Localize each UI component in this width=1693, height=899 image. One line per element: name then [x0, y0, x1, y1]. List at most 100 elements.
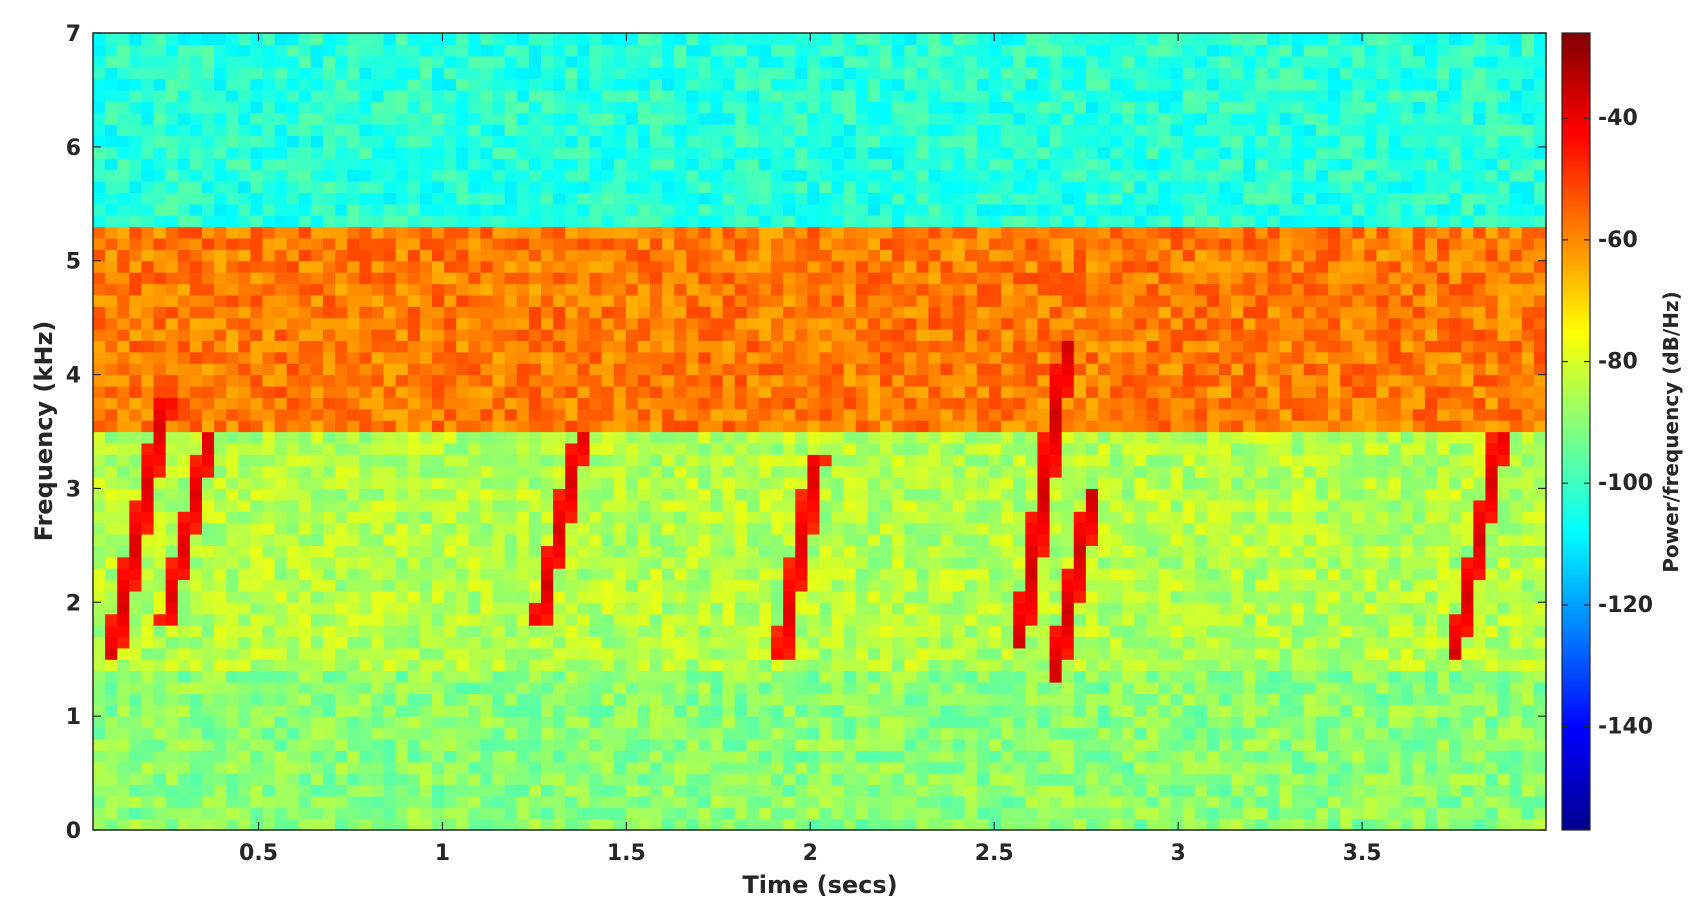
heatmap-cell — [758, 807, 772, 820]
heatmap-cell — [1146, 385, 1160, 398]
heatmap-cell — [286, 613, 300, 626]
heatmap-cell — [238, 647, 252, 660]
heatmap-cell — [468, 693, 482, 706]
heatmap-cell — [686, 454, 700, 467]
heatmap-cell — [298, 533, 312, 546]
heatmap-cell — [1158, 818, 1172, 831]
heatmap-cell — [286, 431, 300, 444]
heatmap-cell — [601, 522, 615, 535]
heatmap-cell — [1473, 659, 1487, 672]
heatmap-cell — [1037, 636, 1051, 649]
heatmap-cell — [1243, 488, 1256, 501]
heatmap-cell — [674, 522, 687, 535]
heatmap-cell — [1061, 818, 1075, 831]
heatmap-cell — [347, 397, 360, 410]
heatmap-cell — [698, 511, 712, 524]
heatmap-cell — [492, 568, 506, 581]
heatmap-cell — [1328, 545, 1341, 558]
heatmap-cell — [1037, 659, 1051, 672]
heatmap-cell — [407, 659, 421, 672]
heatmap-cell — [553, 522, 566, 535]
heatmap-cell — [105, 602, 118, 615]
heatmap-cell — [1170, 465, 1184, 478]
heatmap-cell — [371, 602, 385, 615]
heatmap-cell — [1497, 533, 1511, 546]
heatmap-cell — [371, 625, 385, 638]
heatmap-cell — [565, 590, 578, 603]
heatmap-cell — [1194, 750, 1208, 763]
heatmap-cell — [201, 795, 215, 808]
heatmap-cell — [541, 568, 554, 581]
heatmap-cell — [1315, 704, 1329, 717]
heatmap-cell — [105, 738, 118, 751]
heatmap-cell — [323, 533, 336, 546]
heatmap-cell — [746, 716, 760, 729]
heatmap-cell — [649, 602, 663, 615]
heatmap-cell — [444, 602, 457, 615]
heatmap-cell — [746, 351, 760, 364]
heatmap-cell — [649, 716, 663, 729]
heatmap-cell — [274, 477, 288, 490]
heatmap-cell — [1376, 488, 1390, 501]
heatmap-cell — [117, 773, 130, 786]
heatmap-cell — [771, 522, 784, 535]
heatmap-cell — [1231, 408, 1244, 421]
heatmap-cell — [1437, 511, 1450, 524]
heatmap-cell — [1219, 659, 1232, 672]
heatmap-cell — [734, 647, 748, 660]
heatmap-cell — [153, 590, 167, 603]
heatmap-cell — [298, 522, 312, 535]
heatmap-cell — [1170, 602, 1184, 615]
heatmap-cell — [1206, 385, 1220, 398]
heatmap-cell — [1013, 704, 1026, 717]
heatmap-cell — [165, 784, 179, 797]
heatmap-cell — [1461, 636, 1474, 649]
heatmap-cell — [1485, 488, 1499, 501]
heatmap-cell — [432, 727, 445, 740]
heatmap-cell — [1243, 647, 1256, 660]
heatmap-cell — [1243, 420, 1256, 433]
heatmap-cell — [335, 636, 348, 649]
heatmap-cell — [541, 716, 554, 729]
heatmap-cell — [928, 738, 942, 751]
heatmap-cell — [492, 738, 506, 751]
heatmap-cell — [819, 351, 833, 364]
heatmap-cell — [189, 659, 203, 672]
heatmap-cell — [347, 420, 360, 433]
heatmap-cell — [940, 454, 954, 467]
heatmap-cell — [201, 363, 215, 376]
heatmap-cell — [989, 579, 1002, 592]
heatmap-cell — [359, 499, 373, 512]
heatmap-cell — [1461, 773, 1474, 786]
heatmap-cell — [298, 625, 312, 638]
heatmap-cell — [649, 465, 663, 478]
heatmap-cell — [1243, 556, 1256, 569]
heatmap-cell — [976, 750, 990, 763]
heatmap-cell — [1352, 533, 1365, 546]
heatmap-cell — [613, 761, 627, 774]
heatmap-cell — [395, 602, 409, 615]
heatmap-cell — [1194, 465, 1208, 478]
heatmap-cell — [1134, 784, 1148, 797]
heatmap-cell — [892, 670, 905, 683]
heatmap-cell — [93, 454, 106, 467]
heatmap-cell — [129, 716, 143, 729]
heatmap-cell — [274, 420, 288, 433]
heatmap-cell — [1340, 704, 1353, 717]
heatmap-cell — [1376, 533, 1390, 546]
heatmap-cell — [771, 727, 784, 740]
heatmap-cell — [1206, 442, 1220, 455]
heatmap-cell — [831, 681, 845, 694]
heatmap-cell — [1376, 374, 1390, 387]
heatmap-cell — [674, 351, 687, 364]
heatmap-cell — [904, 442, 917, 455]
heatmap-cell — [1473, 408, 1487, 421]
heatmap-cell — [1315, 727, 1329, 740]
heatmap-cell — [1364, 795, 1378, 808]
heatmap-cell — [553, 499, 566, 512]
heatmap-cell — [492, 659, 506, 672]
heatmap-cell — [698, 363, 712, 376]
heatmap-cell — [1061, 613, 1075, 626]
heatmap-cell — [298, 784, 312, 797]
heatmap-cell — [528, 477, 542, 490]
